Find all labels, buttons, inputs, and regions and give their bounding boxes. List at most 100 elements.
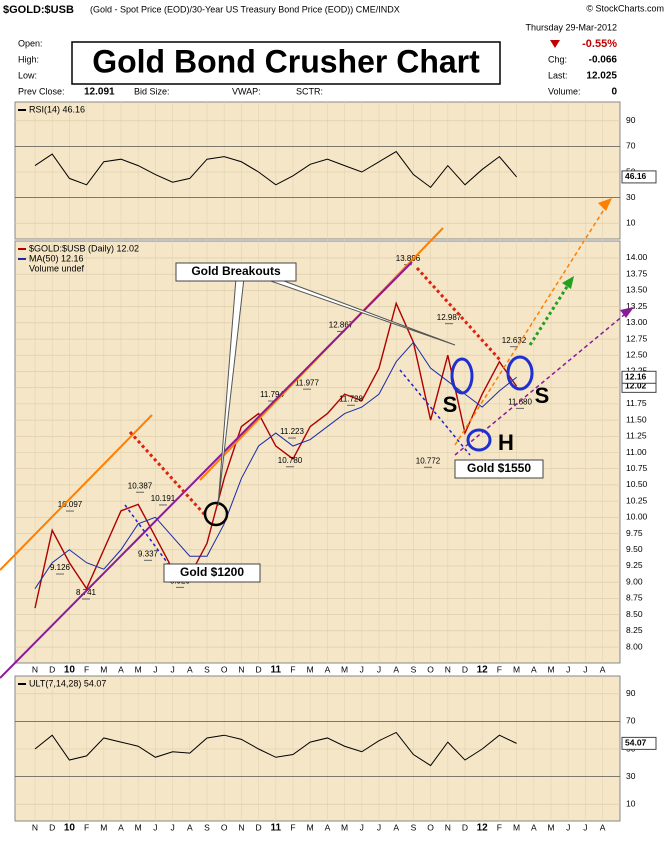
last-value-label: 12.02 — [625, 381, 647, 391]
y-tick-label: 10 — [626, 217, 636, 227]
series-line — [34, 150, 517, 189]
x-tick-label: S — [204, 664, 210, 674]
y-tick-label: 10.75 — [626, 463, 648, 473]
callout-box — [175, 262, 297, 282]
panel — [14, 675, 621, 822]
volume-note: Volume undef — [29, 263, 85, 273]
x-tick-label: M — [341, 822, 348, 832]
last-value-label: 12.16 — [625, 372, 647, 382]
symbol: $GOLD:$USB — [3, 4, 74, 16]
x-tick-label: N — [445, 664, 451, 674]
y-tick-label: 9.00 — [626, 576, 643, 586]
x-tick-label: D — [256, 822, 262, 832]
x-tick-label: A — [531, 822, 537, 832]
y-tick-label: 70 — [626, 141, 636, 151]
x-tick-label: O — [221, 822, 228, 832]
value-label: 9.126 — [50, 563, 71, 572]
pattern-letter: S — [443, 392, 458, 417]
x-tick-label: J — [153, 822, 157, 832]
y-tick-label: 10.00 — [626, 512, 648, 522]
x-tick-label: M — [513, 822, 520, 832]
pattern-letter: H — [498, 430, 514, 455]
volume-label: Volume: — [548, 86, 581, 96]
last-value-tag — [621, 170, 657, 184]
trend-channel — [0, 261, 413, 679]
x-tick-label: S — [204, 822, 210, 832]
projection — [454, 199, 611, 446]
open-label: Open: — [18, 38, 43, 48]
bid-size-label: Bid Size: — [134, 86, 170, 96]
arrow-head — [620, 307, 634, 318]
x-tick-label: J — [566, 664, 570, 674]
value-label: 9.337 — [138, 549, 159, 558]
breakout-line — [415, 266, 502, 362]
y-tick-label: 9.25 — [626, 560, 643, 570]
x-tick-label: J — [583, 822, 587, 832]
x-tick-label: M — [513, 664, 520, 674]
x-tick-label: M — [307, 664, 314, 674]
y-tick-label: 11.00 — [626, 447, 647, 457]
series-line — [34, 731, 517, 767]
callout-box — [163, 563, 261, 583]
x-tick-label: J — [153, 664, 157, 674]
callout-text: Gold $1200 — [180, 565, 244, 579]
value-label: 10.780 — [278, 456, 303, 465]
x-tick-label: N — [238, 664, 244, 674]
chg-label: Chg: — [548, 54, 567, 64]
x-tick-label: A — [393, 664, 399, 674]
y-tick-label: 8.50 — [626, 609, 643, 619]
value-label: 10.772 — [416, 456, 441, 465]
x-tick-label: S — [411, 664, 417, 674]
prev-close-label: Prev Close: — [18, 86, 65, 96]
x-tick-label: D — [49, 822, 55, 832]
low-label: Low: — [18, 70, 37, 80]
x-tick-label: 10 — [64, 823, 76, 834]
last: 12.025 — [586, 71, 617, 82]
projection — [528, 281, 572, 346]
x-tick-label: A — [600, 664, 606, 674]
y-tick-label: 70 — [626, 716, 636, 726]
x-tick-label: 11 — [271, 665, 282, 676]
x-tick-label: 10 — [64, 665, 76, 676]
y-tick-label: 11.50 — [626, 414, 647, 424]
value-label: 11.223 — [280, 427, 304, 436]
y-tick-label: 11.25 — [626, 431, 647, 441]
vwap-label: VWAP: — [232, 86, 261, 96]
pattern-ellipse — [466, 428, 492, 452]
value-label: 10.191 — [151, 494, 176, 503]
y-tick-label: 8.00 — [626, 641, 643, 651]
x-tick-label: J — [170, 822, 174, 832]
x-tick-label: A — [187, 822, 193, 832]
down-icon — [550, 40, 560, 48]
x-tick-label: F — [84, 664, 89, 674]
y-tick-label: 9.50 — [626, 544, 643, 554]
x-tick-label: M — [307, 822, 314, 832]
legend-entry: MA(50) 12.16 — [29, 253, 84, 263]
legend-entry: $GOLD:$USB (Daily) 12.02 — [29, 243, 139, 253]
sctr-label: SCTR: — [296, 86, 323, 96]
x-tick-label: N — [32, 664, 38, 674]
x-tick-label: A — [325, 822, 331, 832]
y-tick-label: 13.00 — [626, 317, 648, 327]
x-tick-label: A — [187, 664, 193, 674]
x-tick-label: 11 — [271, 823, 282, 834]
x-tick-label: M — [135, 664, 142, 674]
last-value-tag — [621, 736, 657, 750]
description: (Gold - Spot Price (EOD)/30-Year US Trea… — [90, 4, 400, 14]
change-pct: -0.55% — [582, 38, 617, 50]
y-tick-label: 8.25 — [626, 625, 643, 635]
last-value-tag — [621, 370, 657, 384]
x-tick-label: N — [238, 822, 244, 832]
value-label: 12.987 — [437, 313, 462, 322]
legend-entry: RSI(14) 46.16 — [29, 104, 85, 114]
x-tick-label: F — [290, 664, 295, 674]
y-tick-label: 13.25 — [626, 301, 648, 311]
prev-close: 12.091 — [84, 87, 115, 98]
y-tick-label: 12.50 — [626, 349, 648, 359]
y-tick-label: 12.25 — [626, 366, 648, 376]
panel — [14, 101, 621, 240]
y-tick-label: 10.50 — [626, 479, 648, 489]
y-tick-label: 11.75 — [626, 398, 647, 408]
